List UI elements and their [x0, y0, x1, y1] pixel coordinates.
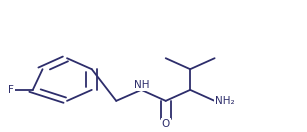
Text: F: F	[8, 85, 14, 95]
Text: NH₂: NH₂	[215, 96, 234, 106]
Text: O: O	[161, 119, 170, 129]
Text: NH: NH	[134, 80, 149, 90]
